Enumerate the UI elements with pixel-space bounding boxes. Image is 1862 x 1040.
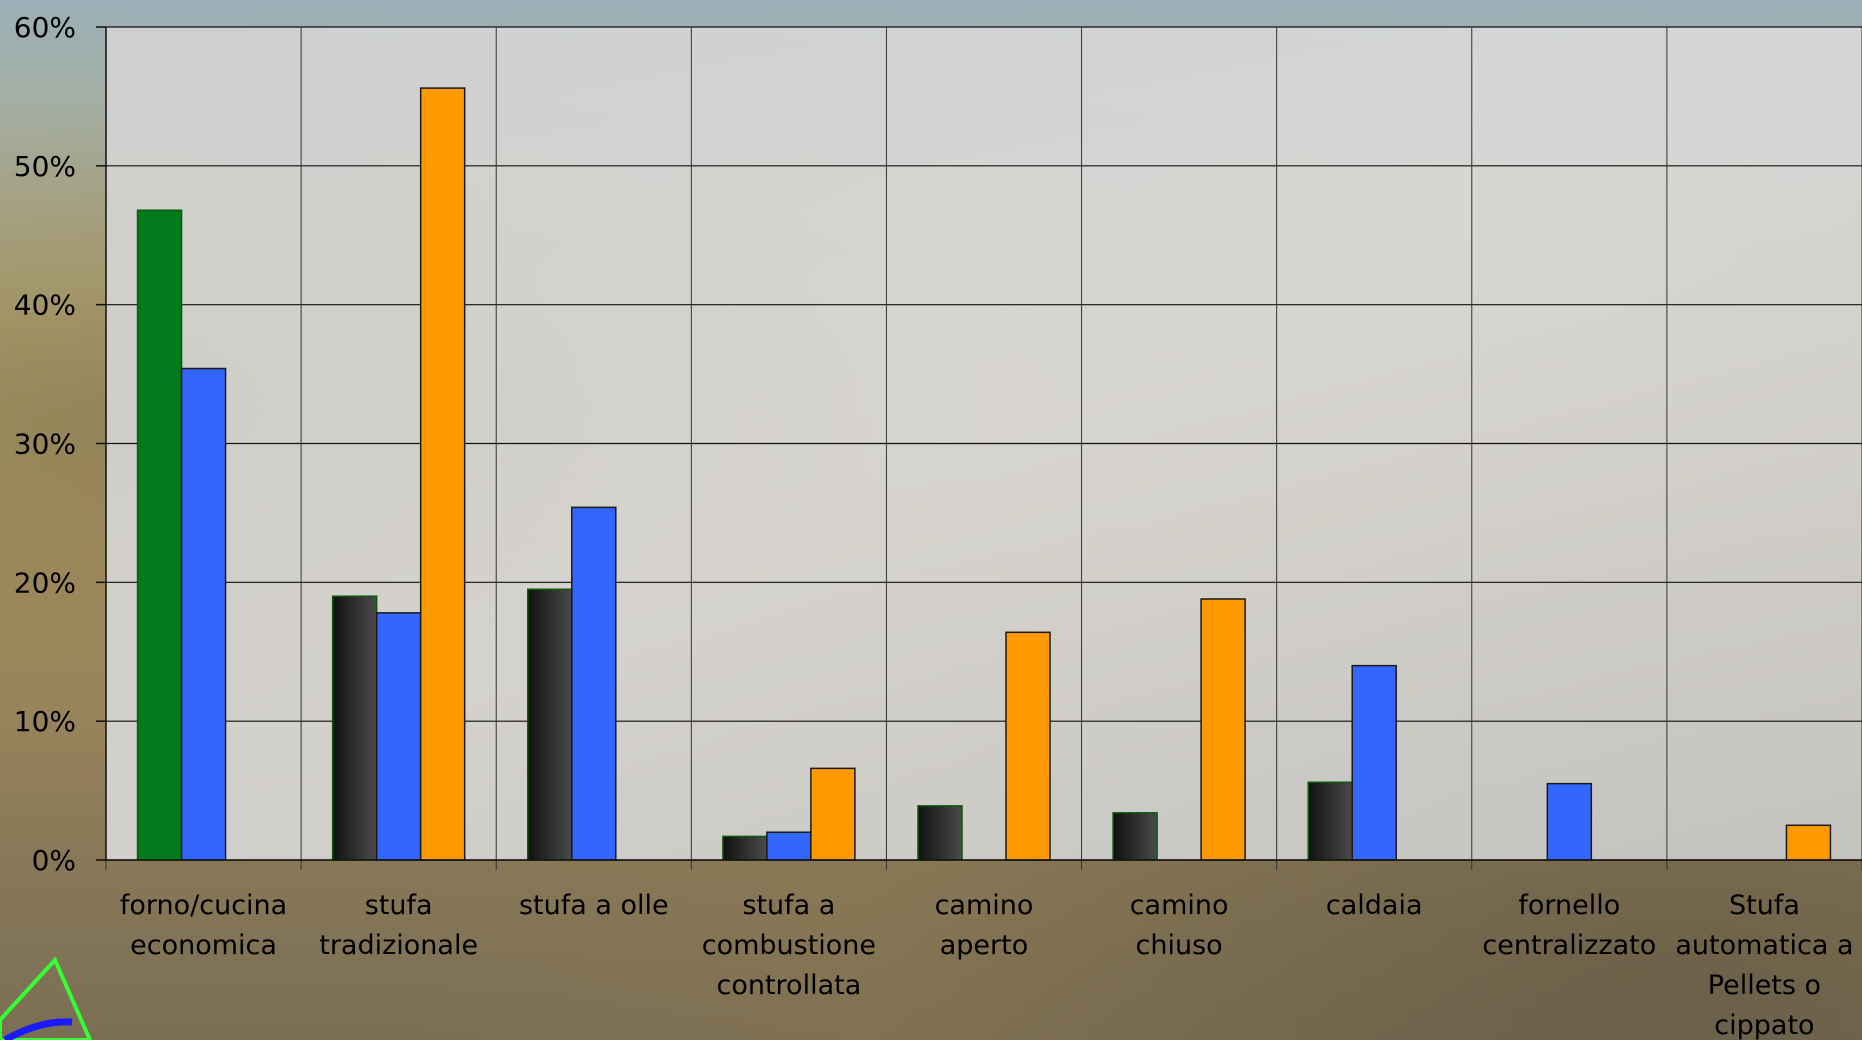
bar bbox=[722, 835, 768, 861]
y-tick-label: 50% bbox=[14, 150, 76, 183]
x-tick-label: camino bbox=[935, 890, 1034, 921]
bar bbox=[375, 612, 422, 861]
x-tick-label: Stufa bbox=[1729, 890, 1800, 921]
x-tick-label: fornello bbox=[1518, 890, 1620, 921]
bar bbox=[331, 595, 378, 861]
logo-mark bbox=[0, 956, 93, 1040]
x-tick-label: stufa bbox=[365, 890, 433, 921]
x-tick-label: aperto bbox=[940, 930, 1029, 961]
x-tick-label: Pellets o bbox=[1708, 970, 1821, 1001]
y-tick-label: 40% bbox=[14, 289, 76, 322]
bar bbox=[1307, 781, 1353, 861]
x-tick-label: caldaia bbox=[1326, 890, 1423, 921]
bar bbox=[1785, 824, 1832, 861]
y-tick-label: 60% bbox=[14, 11, 76, 44]
x-tick-label: forno/cucina bbox=[120, 890, 287, 921]
x-tick-label: controllata bbox=[716, 970, 861, 1001]
x-tick-label: tradizionale bbox=[319, 930, 478, 961]
x-tick-label: combustione bbox=[702, 930, 876, 961]
y-tick-label: 30% bbox=[14, 428, 76, 461]
bar bbox=[917, 805, 963, 861]
x-tick-label: camino bbox=[1130, 890, 1229, 921]
x-tick-label: cippato bbox=[1714, 1010, 1814, 1040]
bar bbox=[766, 831, 812, 861]
bar bbox=[571, 506, 617, 861]
y-tick-label: 20% bbox=[14, 566, 76, 599]
bar bbox=[419, 87, 466, 861]
x-tick-label: centralizzato bbox=[1482, 930, 1656, 961]
bar bbox=[136, 209, 183, 861]
y-tick-label: 10% bbox=[14, 705, 76, 738]
x-tick-label: chiuso bbox=[1136, 930, 1223, 961]
bar bbox=[810, 767, 856, 861]
bar bbox=[1112, 812, 1158, 861]
bar bbox=[1351, 664, 1397, 861]
y-tick-label: 0% bbox=[32, 844, 76, 877]
bar bbox=[1200, 598, 1246, 861]
x-tick-label: economica bbox=[130, 930, 277, 961]
x-tick-label: automatica a bbox=[1675, 930, 1853, 961]
x-tick-label: stufa a bbox=[742, 890, 835, 921]
bar bbox=[1005, 631, 1051, 861]
bar bbox=[180, 367, 227, 861]
bar bbox=[527, 588, 573, 861]
x-tick-label: stufa a olle bbox=[519, 890, 669, 921]
bar bbox=[1546, 782, 1593, 861]
